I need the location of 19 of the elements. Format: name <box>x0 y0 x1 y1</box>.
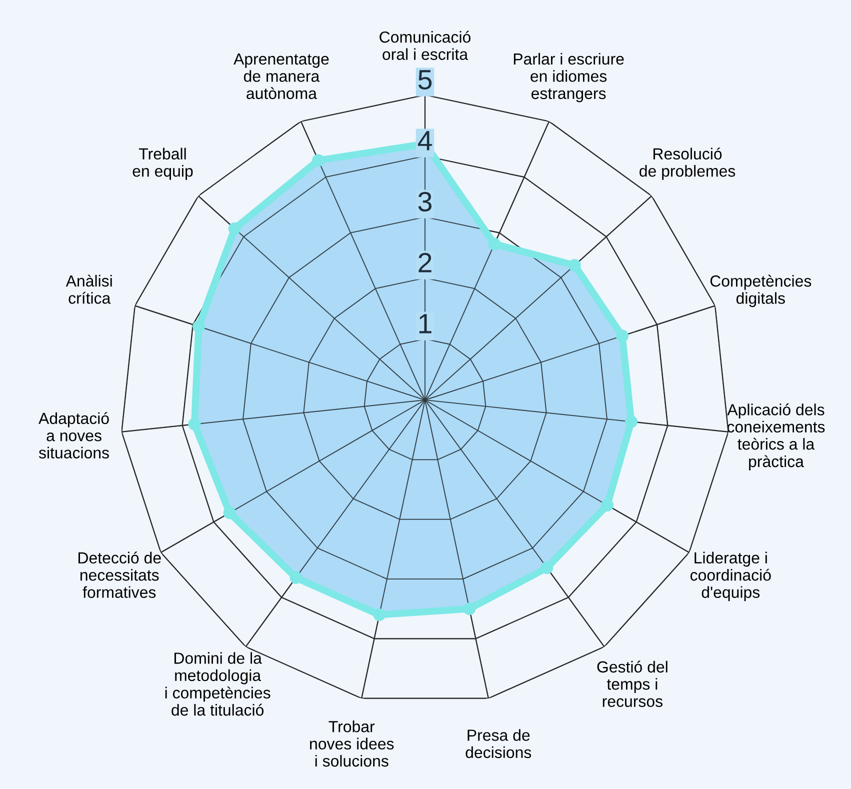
y-tick-label: 4 <box>418 131 432 150</box>
spoke-label: Comunicació oral i escrita <box>380 30 470 60</box>
spoke-label: Detecció de necessitats formatives <box>78 552 161 598</box>
spoke-label: Resolució de problemes <box>640 148 736 180</box>
spoke-label: Competències digitals <box>710 274 812 308</box>
spoke-label: Trobar noves idees i solucions <box>310 720 394 767</box>
spoke-label: Anàlisi crítica <box>66 274 112 304</box>
spoke-label: Gestió del temps i recursos <box>597 660 668 708</box>
spoke-label: Lideratge i coordinació d'equips <box>690 552 771 602</box>
spoke-label: Aprenentatge de manera autònoma <box>234 54 329 100</box>
spoke-label: Parlar i escriure en idiomes estrangers <box>514 52 624 102</box>
y-tick-label: 3 <box>418 192 432 212</box>
spoke-label: Adaptació a noves situacions <box>38 412 109 458</box>
y-tick-label: 2 <box>418 252 432 272</box>
spoke-label: Presa de decisions <box>466 729 532 758</box>
y-tick-label: 5 <box>418 70 432 90</box>
spoke-label: Domini de la metodologia i competències de la titulació <box>165 652 270 716</box>
y-tick-label: 1 <box>419 314 432 334</box>
spoke-label: Treball en equip <box>132 148 193 180</box>
